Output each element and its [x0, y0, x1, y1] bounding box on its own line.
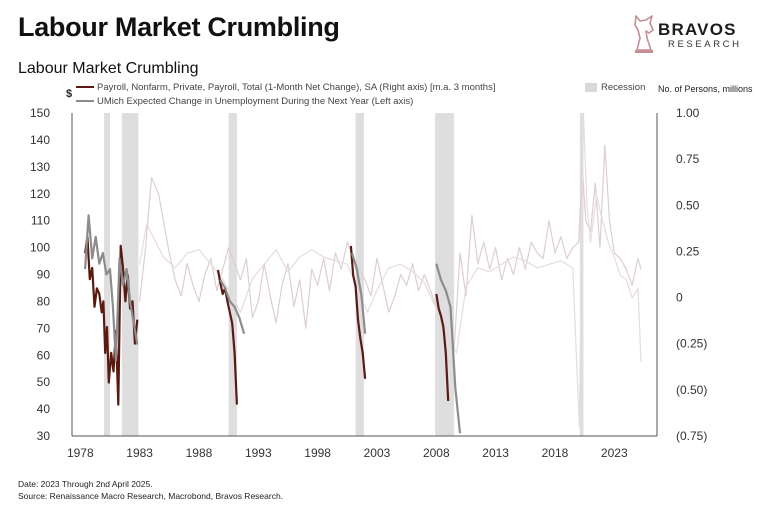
bravos-logo: BRAVOS RESEARCH: [632, 12, 750, 60]
x-tick-0: 1978: [67, 446, 94, 460]
brand-subtitle: RESEARCH: [668, 39, 742, 50]
y-tick-left-11: 40: [37, 402, 51, 416]
y-tick-left-2: 130: [30, 160, 50, 174]
y-tick-left-8: 70: [37, 321, 51, 335]
series-line-4: [216, 269, 238, 405]
left-axis-unit: $: [66, 88, 73, 100]
x-tick-4: 1998: [304, 446, 331, 460]
y-tick-left-1: 140: [30, 133, 50, 147]
recession-band-1: [121, 113, 139, 436]
recession-band-2: [228, 113, 237, 436]
bull-chess-knight-icon: [634, 15, 654, 53]
x-tick-9: 2023: [601, 446, 628, 460]
chart-title: Labour Market Crumbling: [18, 60, 199, 77]
y-tick-right-3: 0.25: [676, 244, 700, 258]
recession-band-3: [355, 113, 364, 436]
footer-date: Date: 2023 Through 2nd April 2025.: [18, 479, 153, 489]
y-tick-right-5: (0.25): [676, 337, 707, 351]
legend-item-recession: Recession: [585, 82, 645, 93]
y-tick-left-3: 120: [30, 187, 50, 201]
y-tick-right-1: 0.75: [676, 152, 700, 166]
page-title: Labour Market Crumbling: [18, 12, 340, 42]
y-tick-left-9: 60: [37, 348, 51, 362]
legend-item-payroll: Payroll, Nonfarm, Private, Payroll, Tota…: [76, 82, 495, 93]
y-tick-left-4: 110: [31, 214, 50, 228]
footer-source: Source: Renaissance Macro Research, Macr…: [18, 491, 284, 501]
series-line-2: [139, 144, 642, 351]
y-tick-right-6: (0.50): [676, 383, 707, 397]
series-line-8: [435, 293, 450, 401]
y-tick-right-4: 0: [676, 291, 683, 305]
x-tick-7: 2013: [482, 446, 509, 460]
series-line-5: [219, 279, 246, 335]
brand-name: BRAVOS: [658, 20, 737, 39]
y-tick-left-5: 100: [30, 241, 50, 255]
legend-item-umich: UMich Expected Change in Unemployment Du…: [76, 96, 413, 107]
legend-swatch-payroll: [76, 86, 94, 89]
x-tick-8: 2018: [542, 446, 569, 460]
series-line-7: [350, 252, 367, 334]
y-tick-left-7: 80: [37, 294, 51, 308]
y-tick-left-12: 30: [37, 429, 51, 443]
legend-swatch-recession: [585, 82, 597, 92]
x-tick-2: 1988: [186, 446, 213, 460]
y-tick-right-7: (0.75): [676, 429, 707, 443]
y-tick-right-0: 1.00: [676, 106, 700, 120]
recession-band-4: [435, 113, 455, 436]
y-tick-right-2: 0.50: [676, 198, 700, 212]
series-line-3: [139, 112, 642, 428]
series-line-9: [435, 263, 462, 434]
legend-swatch-umich: [76, 100, 94, 103]
right-axis-unit: No. of Persons, millions: [658, 84, 753, 94]
y-tick-left-0: 150: [30, 106, 50, 120]
x-tick-6: 2008: [423, 446, 450, 460]
x-tick-3: 1993: [245, 446, 272, 460]
y-tick-left-6: 90: [37, 268, 51, 282]
x-tick-5: 2003: [364, 446, 391, 460]
legend-label-umich: UMich Expected Change in Unemployment Du…: [97, 96, 414, 107]
x-tick-1: 1983: [126, 446, 153, 460]
legend-label-recession: Recession: [601, 82, 646, 93]
series-line-1: [84, 214, 139, 362]
series-line-6: [349, 245, 367, 379]
legend-label-payroll: Payroll, Nonfarm, Private, Payroll, Tota…: [97, 82, 496, 93]
y-tick-left-10: 50: [37, 375, 51, 389]
